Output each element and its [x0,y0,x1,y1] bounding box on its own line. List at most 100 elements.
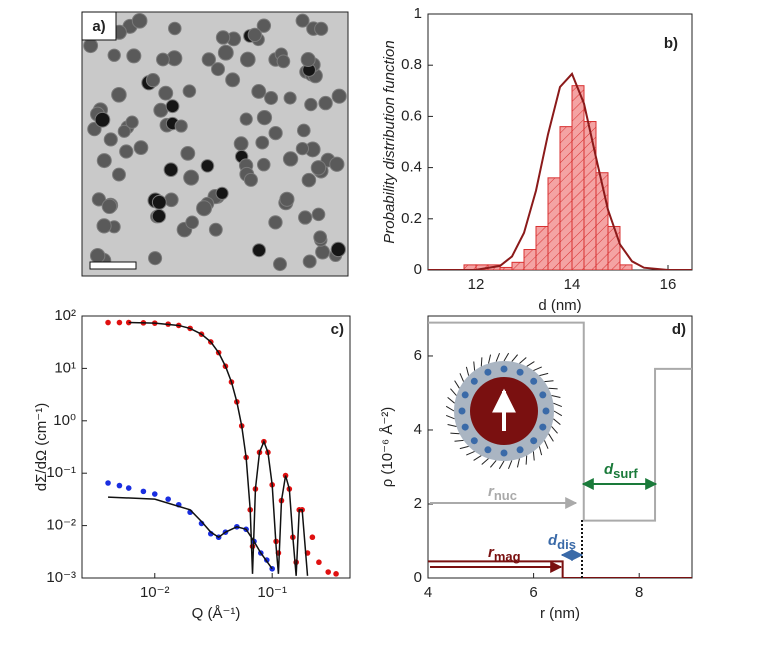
ligand [454,380,460,389]
particle [233,136,249,152]
bar-hatch [536,226,548,270]
particle [330,241,346,258]
y-tick-label: 1 [414,5,422,22]
particle [211,62,226,77]
ligand [532,451,535,461]
particle [215,186,229,200]
particle [256,109,273,126]
plot-area [428,72,692,270]
particle [298,210,313,225]
ligand [544,380,554,383]
bar-hatch [500,267,512,270]
ligand [489,460,497,468]
particle [273,257,287,272]
bar-hatch [548,177,560,270]
particle [300,52,316,68]
particle [174,119,188,133]
particle [133,140,149,156]
plot-area [428,321,692,578]
particle [151,208,167,224]
bar-hatch [572,85,584,270]
ligand [454,439,464,442]
particle [331,88,347,104]
particle [180,145,196,161]
ligand [539,372,549,377]
x-axis-label: r (nm) [540,605,580,622]
spin [470,377,478,385]
spin [461,391,469,399]
ligand [548,387,558,390]
spin [542,407,550,415]
ligand [495,352,500,362]
ligand [465,366,470,376]
annotation: rnuc [488,483,517,503]
annotation-subscript: nuc [494,488,517,503]
particle [196,200,213,217]
y-tick-label: 10² [54,307,76,324]
spin [500,365,508,373]
data-point [140,488,147,495]
particle [201,52,216,67]
particle [313,230,328,245]
annotation-symbol: r [488,483,495,500]
y-tick-label: 0.6 [401,107,422,124]
ligand [459,373,465,382]
profile-line [428,321,692,522]
plot-area [105,319,339,577]
particle [89,248,106,264]
x-axis-label: Q (Å⁻¹) [192,605,241,622]
bar-hatch [560,126,572,270]
particle [145,73,161,88]
y-tick-label: 6 [414,347,422,364]
particle [268,215,283,230]
ligand [511,354,519,362]
spin [530,377,538,385]
spin [458,407,466,415]
spin [461,423,469,431]
y-tick-label: 0.8 [401,56,422,73]
ligand [525,455,528,465]
ligand [473,361,476,371]
panel-label-box [81,11,117,41]
particle [247,27,262,42]
ligand [533,366,542,372]
data-point [316,559,322,566]
ligand [543,440,549,449]
particle [182,84,197,98]
particle [91,192,106,207]
particle [151,194,167,210]
particle [126,48,142,64]
data-point [309,534,316,541]
x-tick-label: 10⁻² [140,584,170,601]
ligand [450,388,457,396]
ligand [551,426,558,434]
y-tick-label: 10⁻² [46,517,76,534]
annotation: rmag [488,544,521,564]
data-point [116,482,123,489]
particle [165,99,180,114]
x-tick-label: 12 [468,276,485,293]
particle [251,84,267,99]
particle [225,72,241,88]
particle [83,38,99,54]
data-point [151,491,158,497]
particle [283,91,297,105]
y-tick-label: 0 [414,569,422,586]
particle [256,18,272,33]
particle [301,172,317,188]
profile-line [428,560,692,578]
annotation-symbol: r [488,544,495,561]
particle [311,207,326,222]
bar-hatch [512,262,524,270]
x-tick-label: 8 [635,584,643,601]
particle [208,222,223,237]
ligand [466,450,475,456]
ligand [551,395,561,399]
data-point [116,319,123,326]
particle [168,21,182,36]
particle [117,124,131,138]
spin [539,391,547,399]
scale-bar [89,261,137,270]
y-tick-label: 2 [414,495,422,512]
